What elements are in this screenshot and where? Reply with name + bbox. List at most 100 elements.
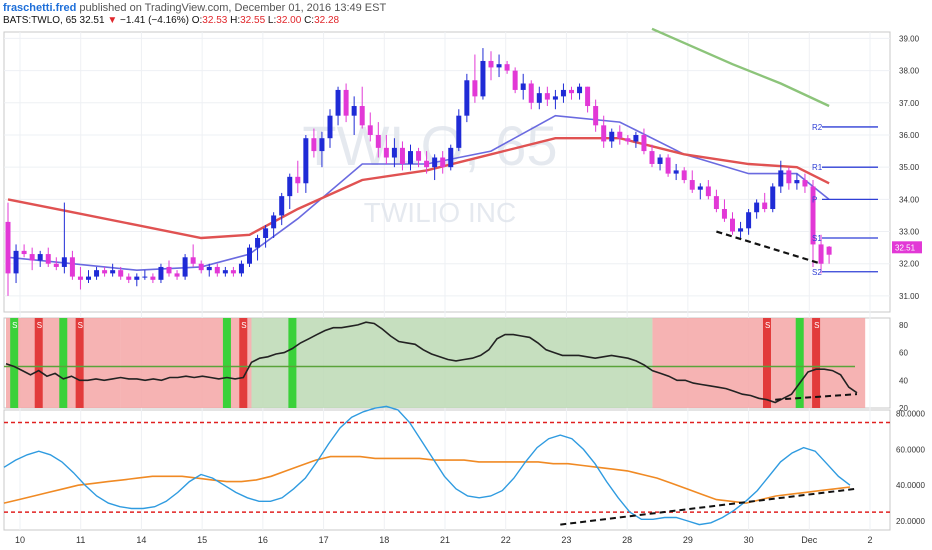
candle-body xyxy=(118,270,124,277)
author-link[interactable]: fraschetti.fred xyxy=(3,2,77,14)
open-value: 32.53 xyxy=(202,15,228,26)
candle-body xyxy=(45,254,51,264)
ma-slow-line xyxy=(651,27,830,108)
candle-body xyxy=(142,276,148,278)
candle-body xyxy=(375,134,381,148)
osc2-y-tick-label: 80.0000 xyxy=(896,410,925,419)
x-tick-label: 29 xyxy=(683,535,693,545)
osc1-line xyxy=(5,321,858,404)
y-tick-label: 36.00 xyxy=(899,131,920,140)
last-price-value: 32.51 xyxy=(79,15,105,26)
candle-body xyxy=(424,160,430,168)
candle-body xyxy=(754,202,760,213)
pivot-label: S1 xyxy=(812,234,822,243)
candle-body xyxy=(408,151,413,164)
last-price-tag xyxy=(892,241,922,254)
candle-body xyxy=(697,186,703,190)
publish-info: fraschetti.fred published on TradingView… xyxy=(3,2,386,14)
candle-body xyxy=(198,263,204,271)
candle-body xyxy=(488,60,494,68)
candle-body xyxy=(158,266,164,280)
signal-zone xyxy=(652,318,866,408)
candle-body xyxy=(560,89,566,97)
candle-body xyxy=(287,176,293,197)
candle-body xyxy=(786,170,792,184)
candle-body xyxy=(271,215,277,229)
chart-marks: R2 R1 P S1 S2 S S S S S S xyxy=(3,27,890,526)
candle-body xyxy=(818,244,824,264)
candle-body xyxy=(13,250,19,274)
candle-body xyxy=(448,147,454,168)
signal-bar xyxy=(762,318,771,408)
candle-body xyxy=(577,86,583,94)
candle-body xyxy=(343,89,349,116)
down-arrow-icon: ▼ xyxy=(107,15,118,26)
candle-body xyxy=(689,180,695,190)
candle-body xyxy=(166,266,172,274)
candle-body xyxy=(94,270,100,277)
signal-bar xyxy=(34,318,43,408)
candle-body xyxy=(351,106,357,116)
osc1-trendline xyxy=(775,393,858,401)
candle-body xyxy=(21,250,27,255)
x-tick-label: 23 xyxy=(561,535,571,545)
y-tick-label: 34.00 xyxy=(899,195,920,204)
candle-body xyxy=(778,170,784,187)
publish-text: published on TradingView.com, December 0… xyxy=(79,2,387,14)
candle-body xyxy=(230,270,236,274)
candle-body xyxy=(391,147,397,158)
x-tick-label: 22 xyxy=(501,535,511,545)
osc2-y-tick-label: 20.0000 xyxy=(896,517,925,526)
candle-body xyxy=(416,151,422,161)
candle-body xyxy=(464,80,470,116)
candle-body xyxy=(29,254,35,261)
symbol-quote-line: BATS:TWLO, 65 32.51 ▼ −1.41 (−4.16%) O:3… xyxy=(3,15,339,26)
candle-body xyxy=(552,96,558,100)
signal-s-label: S xyxy=(241,321,246,330)
signal-s-label: S xyxy=(12,321,17,330)
close-value: 32.28 xyxy=(314,15,340,26)
signal-s-label: S xyxy=(37,321,42,330)
x-tick-label: 2 xyxy=(867,535,872,545)
candle-body xyxy=(472,80,478,97)
candle-body xyxy=(738,228,744,232)
osc2-blue-line xyxy=(3,405,851,526)
candle-body xyxy=(826,246,832,255)
candle-body xyxy=(770,186,776,210)
signal-zone xyxy=(251,318,653,408)
candle-body xyxy=(263,228,269,238)
candle-body xyxy=(730,218,735,232)
signal-zone xyxy=(120,318,252,408)
candle-body xyxy=(222,270,228,274)
osc2-trendline xyxy=(560,487,857,526)
candle-body xyxy=(174,273,180,277)
candle-body xyxy=(190,257,196,264)
signal-zones xyxy=(6,318,866,408)
candle-body xyxy=(399,147,405,164)
candle-body xyxy=(255,237,261,248)
signal-bar xyxy=(222,318,231,408)
x-tick-label: 17 xyxy=(319,535,329,545)
low-value: 32.00 xyxy=(276,15,302,26)
candle-body xyxy=(544,93,550,100)
pivot-label: R1 xyxy=(812,163,823,172)
panel-border xyxy=(3,31,891,313)
candle-body xyxy=(303,138,309,184)
signal-bar xyxy=(59,318,68,408)
candle-body xyxy=(238,263,244,274)
candle-body xyxy=(86,276,91,280)
signal-bar xyxy=(812,318,821,408)
candle-body xyxy=(810,186,816,245)
candle-body xyxy=(295,176,301,184)
x-tick-label: 30 xyxy=(744,535,754,545)
watermark-name: TWILIO INC xyxy=(364,197,516,228)
pivot-label: P xyxy=(812,195,817,204)
signal-bar xyxy=(288,318,297,408)
candle-body xyxy=(432,157,438,168)
candle-body xyxy=(61,257,67,267)
signal-s-label: S xyxy=(814,321,819,330)
candle-body xyxy=(359,106,365,126)
candle-body xyxy=(504,64,510,71)
high-value: 32.55 xyxy=(240,15,266,26)
